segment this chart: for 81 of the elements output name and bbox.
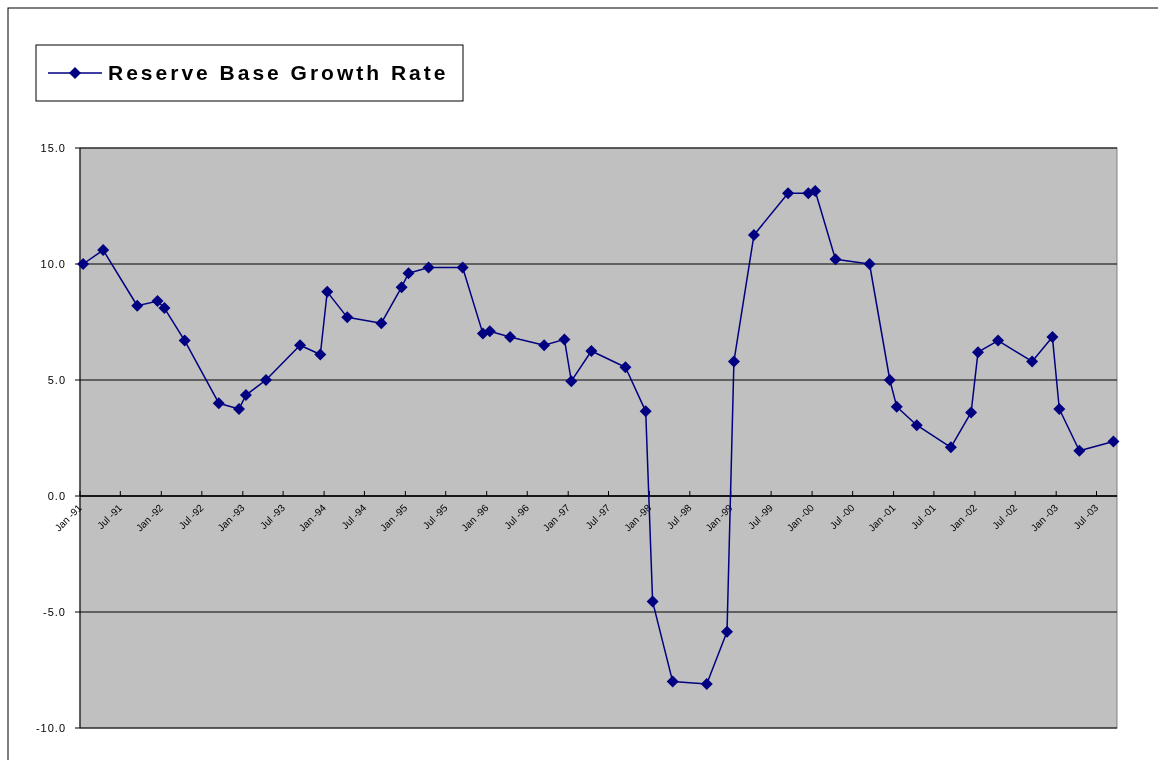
point — [178, 334, 191, 347]
point — [233, 403, 246, 415]
x-tick-label: Jul -91 — [95, 501, 125, 532]
point — [727, 355, 740, 368]
point — [883, 374, 896, 386]
point — [77, 258, 90, 270]
point — [395, 281, 408, 294]
x-tick-label: Jan -01 — [866, 501, 898, 534]
x-tick-label: Jul -99 — [746, 501, 776, 532]
point — [585, 345, 598, 357]
point — [239, 389, 252, 402]
point — [809, 184, 822, 197]
x-tick-label: Jul -93 — [258, 501, 288, 532]
point — [1107, 435, 1120, 448]
x-tick-label: Jul -98 — [664, 501, 695, 532]
x-tick-label: Jan -99 — [703, 501, 735, 534]
x-tick-label: Jan -96 — [459, 501, 491, 534]
point — [1046, 331, 1059, 344]
point — [972, 346, 985, 359]
x-tick-label: Jul -95 — [420, 501, 450, 532]
point — [321, 285, 334, 298]
x-tick-label: Jul -03 — [1071, 501, 1101, 532]
point — [992, 334, 1005, 347]
point — [646, 595, 659, 608]
y-tick-label: 10.0 — [40, 257, 66, 270]
point — [97, 244, 110, 257]
point — [782, 187, 795, 200]
point — [402, 267, 415, 280]
x-tick-label: Jan -91 — [52, 501, 85, 534]
x-tick-label: Jul -96 — [502, 501, 532, 532]
point — [456, 261, 469, 274]
x-tick-label: Jul -01 — [908, 501, 939, 532]
x-tick-label: Jul -94 — [339, 501, 369, 532]
x-tick-label: Jul -92 — [176, 501, 207, 532]
point — [212, 397, 225, 410]
point — [259, 374, 272, 386]
point — [504, 331, 517, 344]
x-tick-label: Jan -92 — [133, 501, 166, 534]
x-tick-label: Jan -00 — [784, 501, 817, 534]
point — [863, 258, 876, 270]
y-tick-label: -10.0 — [35, 721, 66, 734]
x-tick-label: Jan -02 — [947, 501, 980, 534]
point — [131, 299, 144, 312]
point — [565, 375, 578, 388]
x-tick-label: Jan -93 — [215, 501, 248, 534]
point — [341, 311, 354, 324]
x-tick-label: Jan -03 — [1028, 501, 1061, 534]
x-tick-label: Jan -98 — [622, 501, 654, 534]
point — [151, 295, 164, 308]
point — [639, 405, 652, 418]
point — [422, 261, 435, 274]
y-tick-label: 5.0 — [47, 373, 66, 386]
point — [558, 333, 571, 346]
point — [1026, 355, 1039, 368]
point — [619, 361, 632, 374]
point — [700, 677, 713, 690]
y-tick-label: -5.0 — [43, 605, 66, 618]
point — [829, 253, 842, 266]
x-tick-label: Jul -97 — [583, 501, 613, 532]
x-tick-label: Jan -94 — [296, 501, 329, 534]
point — [1053, 403, 1066, 415]
x-tick-label: Jan -95 — [377, 501, 410, 534]
point — [538, 339, 551, 352]
x-tick-label: Jul -02 — [990, 501, 1020, 532]
point — [910, 419, 923, 432]
y-tick-label: 15.0 — [40, 141, 66, 154]
y-tick-label: 0.0 — [47, 489, 66, 502]
point — [965, 406, 978, 419]
point — [666, 675, 679, 688]
x-tick-label: Jul -00 — [827, 501, 857, 532]
legend-label: Reserve Base Growth Rate — [108, 61, 449, 85]
point — [721, 625, 734, 638]
x-tick-label: Jan -97 — [540, 501, 573, 534]
point — [890, 400, 903, 413]
point — [1073, 444, 1086, 457]
point — [944, 441, 957, 454]
point — [158, 302, 171, 315]
point — [747, 229, 760, 241]
point — [294, 339, 307, 352]
point — [314, 348, 327, 361]
point — [375, 317, 388, 330]
